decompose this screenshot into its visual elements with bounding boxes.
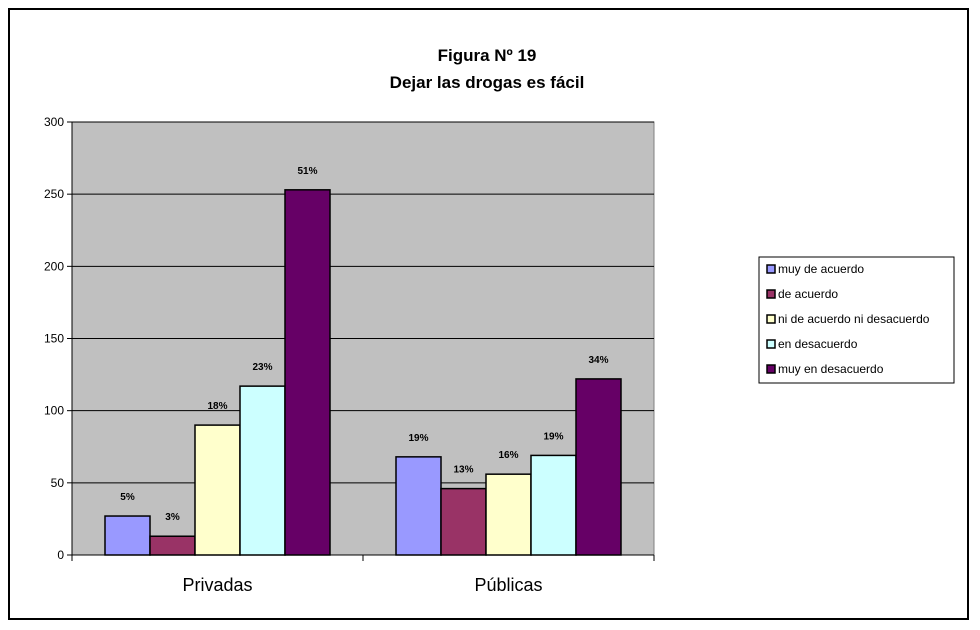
bar [485, 473, 532, 556]
bar [104, 515, 151, 556]
x-category-label: Públicas [474, 575, 542, 595]
y-tick-label: 300 [44, 115, 64, 129]
y-tick-label: 250 [44, 187, 64, 201]
legend-label: muy en desacuerdo [778, 362, 884, 376]
bar [149, 535, 196, 556]
y-tick-label: 100 [44, 404, 64, 418]
data-label: 23% [252, 362, 272, 373]
data-label: 19% [408, 433, 428, 444]
bar [284, 189, 331, 556]
data-label: 18% [207, 401, 227, 412]
legend-swatch [766, 314, 776, 324]
legend-swatch [766, 364, 776, 374]
bar [194, 424, 241, 556]
bar [575, 378, 622, 556]
chart-frame: Figura Nº 19 Dejar las drogas es fácil 0 50… [8, 8, 969, 620]
legend-label: de acuerdo [778, 287, 838, 301]
legend-swatch [766, 289, 776, 299]
chart-title: Figura Nº 19 [438, 46, 537, 65]
legend-label: en desacuerdo [778, 337, 858, 351]
data-label: 13% [453, 465, 473, 476]
data-label: 5% [120, 492, 135, 503]
y-tick-label: 0 [57, 548, 64, 562]
data-label: 19% [543, 431, 563, 442]
y-tick-label: 150 [44, 332, 64, 346]
legend-label: muy de acuerdo [778, 262, 864, 276]
bar [239, 385, 286, 556]
data-label: 3% [165, 512, 180, 523]
legend-box [758, 256, 955, 384]
data-label: 34% [588, 355, 608, 366]
legend-swatch [766, 339, 776, 349]
bar [395, 456, 442, 556]
legend-swatch [766, 264, 776, 274]
x-category-label: Privadas [182, 575, 252, 595]
chart-subtitle: Dejar las drogas es fácil [390, 73, 585, 92]
bar-chart: Figura Nº 19 Dejar las drogas es fácil 0 50… [44, 46, 955, 595]
y-tick-label: 200 [44, 259, 64, 273]
data-label: 51% [297, 166, 317, 177]
data-label: 16% [498, 450, 518, 461]
bar [530, 454, 577, 556]
bar [440, 487, 487, 556]
y-tick-label: 50 [51, 476, 65, 490]
legend-label: ni de acuerdo ni desacuerdo [778, 312, 930, 326]
